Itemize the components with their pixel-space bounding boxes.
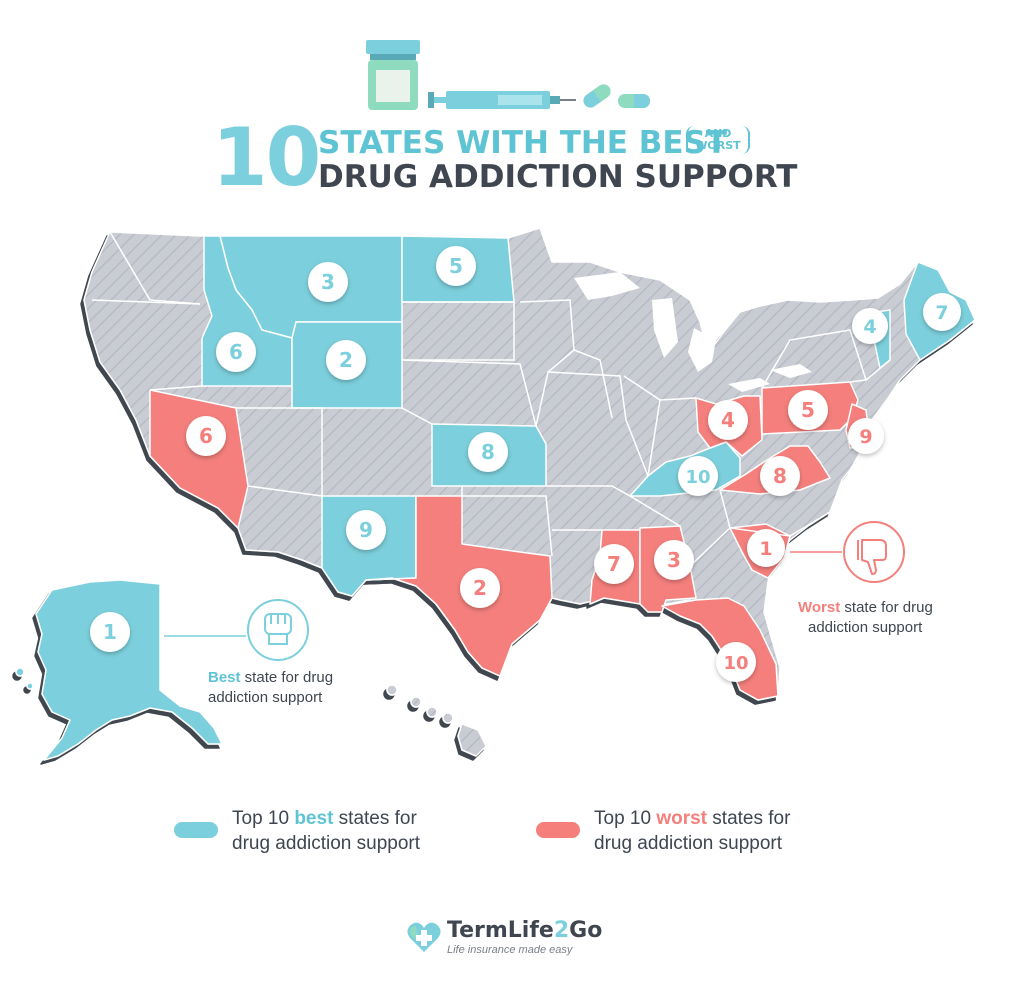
best-marker-4-label: 4 xyxy=(863,316,876,338)
best-marker-2: 2 xyxy=(326,340,366,380)
logo-name-b: 2 xyxy=(553,918,570,943)
worst-callout-emphasis: Worst xyxy=(798,599,841,616)
worst-callout-rest-1: state for drug xyxy=(840,599,933,616)
legend-worst-line-1: Top 10 worst states for xyxy=(594,806,844,831)
worst-marker-3-label: 3 xyxy=(667,548,681,572)
title-paren-worst: WORST xyxy=(695,139,741,152)
best-callout-rest-1: state for drug xyxy=(240,669,334,686)
best-callout-line-1: Best state for drug xyxy=(208,668,378,688)
worst-callout-line-2: addiction support xyxy=(808,619,923,636)
legend-worst-text: Top 10 worst states for drug addiction s… xyxy=(594,806,844,856)
thumbs-down-icon xyxy=(843,521,905,583)
syringe-icon xyxy=(428,91,576,109)
rank-markers: 1 2 3 4 5 6 7 8 9 10 1 2 3 4 5 6 7 8 9 1… xyxy=(90,246,961,682)
best-marker-1-label: 1 xyxy=(103,620,117,644)
medicine-illustration xyxy=(366,40,650,110)
best-marker-1: 1 xyxy=(90,612,130,652)
best-callout-emphasis: Best xyxy=(208,669,241,686)
worst-marker-6-label: 6 xyxy=(199,424,213,448)
logo-name: TermLife2Go xyxy=(447,918,602,943)
best-marker-5-label: 5 xyxy=(449,254,463,278)
best-marker-2-label: 2 xyxy=(339,348,353,372)
capsule-icon-2 xyxy=(618,94,650,108)
best-marker-8-label: 8 xyxy=(481,440,495,464)
worst-marker-8-label: 8 xyxy=(773,464,787,488)
state-texas xyxy=(365,495,553,677)
best-marker-5: 5 xyxy=(436,246,476,286)
logo-name-a: TermLife xyxy=(447,918,554,943)
title-parenthetical: AND WORST xyxy=(686,126,750,154)
best-marker-9: 9 xyxy=(346,510,386,550)
legend-worst-pre: Top 10 xyxy=(594,808,657,829)
legend-worst-post: states for xyxy=(707,808,791,829)
title-number: 10 xyxy=(212,111,321,204)
worst-marker-7: 7 xyxy=(594,544,634,584)
best-marker-10: 10 xyxy=(678,456,718,496)
legend-worst-swatch xyxy=(536,822,580,838)
worst-marker-8: 8 xyxy=(760,456,800,496)
legend-best-pre: Top 10 xyxy=(232,808,295,829)
best-marker-10-label: 10 xyxy=(685,467,710,488)
worst-marker-10-label: 10 xyxy=(723,653,748,674)
state-nevada xyxy=(149,389,249,529)
fist-icon xyxy=(247,599,309,661)
worst-marker-4-label: 4 xyxy=(721,408,735,432)
state-hawaii xyxy=(386,684,487,757)
best-marker-4: 4 xyxy=(852,308,888,344)
legend-worst-line-2: drug addiction support xyxy=(594,833,783,854)
worst-marker-3: 3 xyxy=(654,540,694,580)
worst-marker-2: 2 xyxy=(460,568,500,608)
worst-marker-5-label: 5 xyxy=(801,398,815,422)
worst-marker-1-label: 1 xyxy=(759,538,772,560)
best-marker-6-label: 6 xyxy=(229,340,243,364)
capsule-icon xyxy=(583,84,611,108)
title-paren-and: AND xyxy=(704,127,732,140)
best-callout: Best state for drug addiction support xyxy=(208,668,378,708)
worst-marker-9: 9 xyxy=(848,418,884,454)
worst-marker-9-label: 9 xyxy=(859,426,872,448)
worst-marker-1: 1 xyxy=(747,529,785,567)
best-marker-3-label: 3 xyxy=(321,270,335,294)
best-marker-3: 3 xyxy=(308,262,348,302)
worst-marker-7-label: 7 xyxy=(607,552,621,576)
state-alaska xyxy=(35,579,223,761)
worst-marker-6: 6 xyxy=(186,416,226,456)
worst-callout: Worst state for drug addiction support xyxy=(798,598,978,638)
logo-name-c: Go xyxy=(569,918,603,943)
legend-best-post: states for xyxy=(333,808,417,829)
worst-marker-5: 5 xyxy=(788,390,828,430)
best-marker-7: 7 xyxy=(923,293,961,331)
legend-best-line-1: Top 10 best states for xyxy=(232,806,482,831)
legend-best-text: Top 10 best states for drug addiction su… xyxy=(232,806,482,856)
best-callout-line-2: addiction support xyxy=(208,689,323,706)
best-marker-7-label: 7 xyxy=(935,302,948,324)
worst-marker-4: 4 xyxy=(708,400,748,440)
aleutian-islands xyxy=(15,667,34,690)
legend-best-swatch xyxy=(174,822,218,838)
us-map: 1 2 3 4 5 6 7 8 9 10 1 2 3 4 5 6 7 8 9 1… xyxy=(15,227,976,761)
pill-bottle-icon xyxy=(366,40,420,110)
worst-marker-2-label: 2 xyxy=(473,576,487,600)
best-marker-6: 6 xyxy=(216,332,256,372)
title-line-2: DRUG ADDICTION SUPPORT xyxy=(318,159,798,195)
great-lakes xyxy=(574,272,812,392)
logo-tagline: Life insurance made easy xyxy=(447,944,573,956)
legend-best-emphasis: best xyxy=(294,808,334,829)
worst-callout-line-1: Worst state for drug xyxy=(798,598,978,618)
worst-marker-10: 10 xyxy=(716,642,756,682)
heart-cross-icon xyxy=(407,922,441,952)
legend-worst-emphasis: worst xyxy=(656,808,708,829)
best-marker-9-label: 9 xyxy=(359,518,373,542)
legend-best-line-2: drug addiction support xyxy=(232,833,421,854)
title-line-1: STATES WITH THE BEST xyxy=(318,125,728,161)
best-marker-8: 8 xyxy=(468,432,508,472)
